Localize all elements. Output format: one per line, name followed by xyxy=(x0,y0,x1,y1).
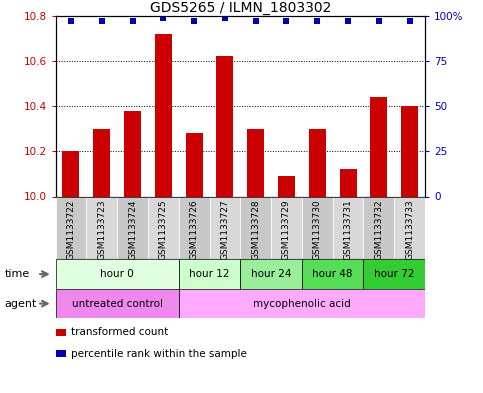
Text: GSM1133732: GSM1133732 xyxy=(374,200,384,260)
Bar xyxy=(302,259,364,289)
Text: GSM1133727: GSM1133727 xyxy=(220,200,229,260)
Bar xyxy=(179,289,425,318)
Text: GSM1133724: GSM1133724 xyxy=(128,200,137,260)
Text: GSM1133731: GSM1133731 xyxy=(343,200,353,261)
Text: hour 48: hour 48 xyxy=(313,269,353,279)
Point xyxy=(406,18,413,24)
Point xyxy=(313,18,321,24)
Bar xyxy=(370,97,387,196)
Point xyxy=(344,18,352,24)
Bar xyxy=(117,196,148,259)
Bar xyxy=(333,196,364,259)
Bar xyxy=(93,129,110,196)
Bar xyxy=(401,106,418,196)
Bar xyxy=(210,196,240,259)
Bar xyxy=(185,133,202,196)
Bar xyxy=(179,196,210,259)
Bar xyxy=(364,259,425,289)
Text: mycophenolic acid: mycophenolic acid xyxy=(253,299,351,309)
Text: percentile rank within the sample: percentile rank within the sample xyxy=(71,349,247,359)
Point xyxy=(252,18,259,24)
Text: hour 12: hour 12 xyxy=(189,269,230,279)
Text: GSM1133722: GSM1133722 xyxy=(67,200,75,260)
Bar xyxy=(364,196,394,259)
Text: hour 72: hour 72 xyxy=(374,269,414,279)
Point xyxy=(98,18,106,24)
Point xyxy=(67,18,75,24)
Point xyxy=(375,18,383,24)
Bar xyxy=(155,34,172,197)
Bar xyxy=(56,289,179,318)
Bar xyxy=(309,129,326,196)
Bar xyxy=(62,151,79,196)
Bar xyxy=(247,129,264,196)
Bar xyxy=(271,196,302,259)
Text: agent: agent xyxy=(5,299,37,309)
Point xyxy=(221,15,229,21)
Bar xyxy=(124,110,141,196)
Point xyxy=(283,18,290,24)
Text: transformed count: transformed count xyxy=(71,327,168,337)
Bar xyxy=(278,176,295,196)
Bar xyxy=(340,169,356,196)
Bar xyxy=(56,196,86,259)
Point xyxy=(128,18,136,24)
Bar xyxy=(86,196,117,259)
Bar xyxy=(216,57,233,196)
Title: GDS5265 / ILMN_1803302: GDS5265 / ILMN_1803302 xyxy=(150,1,331,15)
Text: GSM1133729: GSM1133729 xyxy=(282,200,291,260)
Point xyxy=(190,18,198,24)
Text: GSM1133733: GSM1133733 xyxy=(405,200,414,261)
Bar xyxy=(394,196,425,259)
Bar xyxy=(148,196,179,259)
Bar xyxy=(302,196,333,259)
Text: hour 24: hour 24 xyxy=(251,269,291,279)
Text: time: time xyxy=(5,269,30,279)
Point xyxy=(159,15,167,21)
Text: hour 0: hour 0 xyxy=(100,269,134,279)
Text: untreated control: untreated control xyxy=(71,299,163,309)
Bar xyxy=(179,259,240,289)
Text: GSM1133726: GSM1133726 xyxy=(190,200,199,260)
Bar xyxy=(241,259,302,289)
Text: GSM1133730: GSM1133730 xyxy=(313,200,322,261)
Bar xyxy=(56,259,179,289)
Bar xyxy=(240,196,271,259)
Text: GSM1133723: GSM1133723 xyxy=(97,200,106,260)
Text: GSM1133728: GSM1133728 xyxy=(251,200,260,260)
Text: GSM1133725: GSM1133725 xyxy=(159,200,168,260)
